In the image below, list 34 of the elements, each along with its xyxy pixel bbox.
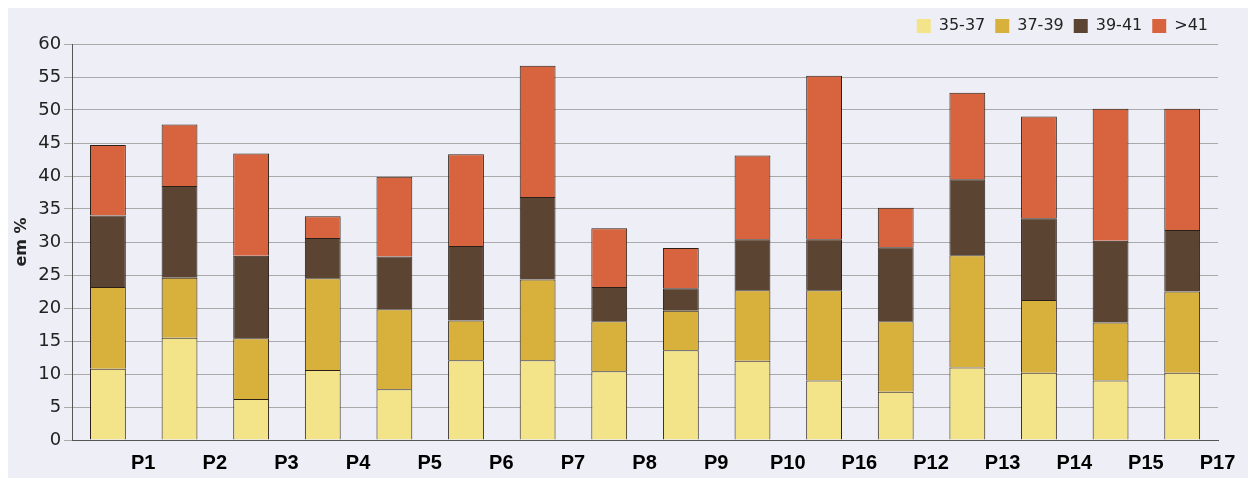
x-tick-label: P6 bbox=[489, 450, 514, 473]
x-tick-label: P15 bbox=[1128, 450, 1164, 473]
x-tick-label: P3 bbox=[274, 450, 299, 473]
y-tick-label: 55 bbox=[38, 64, 62, 86]
x-tick-label: P12 bbox=[913, 450, 949, 473]
x-tick-label: P7 bbox=[560, 450, 586, 473]
y-tick-label: 5 bbox=[49, 394, 62, 416]
x-tick-label: P4 bbox=[345, 450, 372, 473]
x-tick-label: P9 bbox=[703, 450, 729, 473]
x-tick-label: P1 bbox=[130, 450, 156, 473]
legend-label: 35-37 bbox=[938, 15, 986, 35]
x-tick-label: P8 bbox=[632, 450, 657, 473]
x-tick-label: P10 bbox=[770, 450, 806, 473]
y-tick-label: 60 bbox=[38, 31, 62, 53]
legend-label: >41 bbox=[1174, 15, 1208, 35]
y-tick-label: 40 bbox=[38, 163, 62, 185]
y-tick-label: 50 bbox=[38, 97, 62, 119]
x-tick-label: P16 bbox=[841, 450, 878, 473]
x-tick-label: P17 bbox=[1199, 450, 1236, 473]
y-tick-label: 10 bbox=[38, 361, 62, 383]
x-tick-label: P2 bbox=[202, 450, 228, 473]
y-tick-label: 0 bbox=[49, 427, 62, 449]
y-tick-label: 15 bbox=[38, 328, 62, 350]
y-tick-label: 25 bbox=[38, 262, 62, 284]
y-tick-label: 35 bbox=[38, 196, 62, 218]
y-axis-title: em % bbox=[10, 217, 30, 267]
y-tick-label: 30 bbox=[38, 229, 62, 251]
legend-label: 37-39 bbox=[1017, 15, 1064, 35]
legend-label: 39-41 bbox=[1095, 15, 1143, 35]
x-tick-label: P5 bbox=[417, 450, 442, 473]
y-tick-label: 45 bbox=[38, 130, 62, 152]
x-tick-label: P14 bbox=[1056, 450, 1093, 473]
x-tick-label: P13 bbox=[984, 450, 1021, 473]
y-tick-label: 20 bbox=[38, 295, 62, 317]
